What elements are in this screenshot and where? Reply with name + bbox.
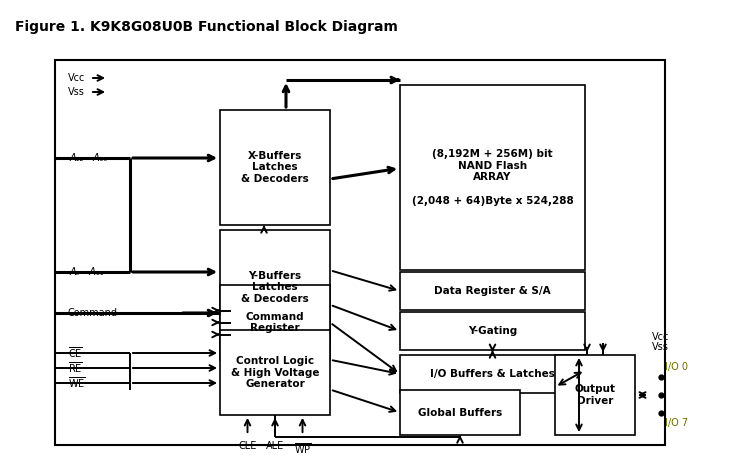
Text: Data Register & S/A: Data Register & S/A xyxy=(434,286,551,296)
Text: I/O 0: I/O 0 xyxy=(665,362,688,372)
Text: CLE: CLE xyxy=(239,441,257,451)
Bar xyxy=(220,285,330,360)
Text: (8,192M + 256M) bit
NAND Flash
ARRAY

(2,048 + 64)Byte x 524,288: (8,192M + 256M) bit NAND Flash ARRAY (2,… xyxy=(411,149,574,206)
Text: I/O 7: I/O 7 xyxy=(665,418,688,428)
Bar xyxy=(400,390,520,435)
Text: $\overline{\mathrm{WE}}$: $\overline{\mathrm{WE}}$ xyxy=(68,376,86,390)
Bar xyxy=(220,110,330,225)
Text: I/O Buffers & Latches: I/O Buffers & Latches xyxy=(430,369,555,379)
Text: Vcc: Vcc xyxy=(68,73,85,83)
Bar xyxy=(220,230,330,345)
Bar xyxy=(220,330,330,415)
Text: Control Logic
& High Voltage
Generator: Control Logic & High Voltage Generator xyxy=(230,356,319,389)
Text: Vss: Vss xyxy=(68,87,85,97)
Bar xyxy=(555,355,635,435)
Text: Command
Register: Command Register xyxy=(245,312,304,333)
Text: Y-Gating: Y-Gating xyxy=(468,326,517,336)
Text: Figure 1. K9K8G08U0B Functional Block Diagram: Figure 1. K9K8G08U0B Functional Block Di… xyxy=(15,20,398,34)
Text: Y-Buffers
Latches
& Decoders: Y-Buffers Latches & Decoders xyxy=(241,271,309,304)
Text: Output
Driver: Output Driver xyxy=(574,384,616,406)
Text: $\overline{\mathrm{WP}}$: $\overline{\mathrm{WP}}$ xyxy=(294,441,311,456)
Bar xyxy=(400,85,585,270)
Text: Vcc: Vcc xyxy=(652,332,669,342)
Bar xyxy=(400,272,585,310)
Text: ALE: ALE xyxy=(266,441,284,451)
Text: $\overline{\mathrm{CE}}$: $\overline{\mathrm{CE}}$ xyxy=(68,346,83,360)
Bar xyxy=(400,355,585,393)
Text: Global Buffers: Global Buffers xyxy=(418,407,502,418)
Text: Vss: Vss xyxy=(652,342,669,352)
Bar xyxy=(400,312,585,350)
Text: X-Buffers
Latches
& Decoders: X-Buffers Latches & Decoders xyxy=(241,151,309,184)
Text: A₁₂ - A₃₀: A₁₂ - A₃₀ xyxy=(70,153,108,163)
Text: Command: Command xyxy=(68,308,118,318)
Text: A₀ - A₁₁: A₀ - A₁₁ xyxy=(70,267,105,277)
Text: $\overline{\mathrm{RE}}$: $\overline{\mathrm{RE}}$ xyxy=(68,361,83,376)
Bar xyxy=(55,60,665,445)
